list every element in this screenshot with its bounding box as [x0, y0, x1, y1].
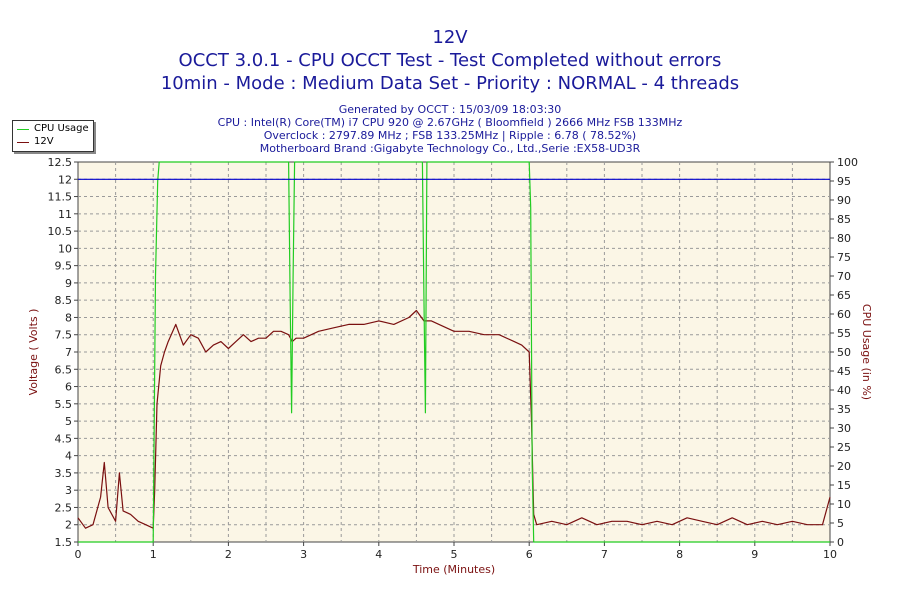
y-right-tick-label: 70 — [837, 270, 851, 283]
y-right-tick-label: 30 — [837, 422, 851, 435]
y-left-tick-label: 2.5 — [55, 501, 73, 514]
series-group — [77, 161, 831, 543]
grid — [78, 162, 830, 542]
y-right-tick-label: 45 — [837, 365, 851, 378]
y-right-tick-label: 80 — [837, 232, 851, 245]
y-left-tick-label: 1.5 — [55, 536, 73, 549]
y-left-tick-label: 6 — [65, 381, 72, 394]
y-left-tick-label: 9.5 — [55, 260, 73, 273]
y-left-tick-label: 11.5 — [48, 191, 73, 204]
x-tick-label: 4 — [375, 548, 382, 561]
info-overclock: Overclock : 2797.89 MHz ; FSB 133.25MHz … — [263, 129, 637, 142]
y-right-tick-label: 0 — [837, 536, 844, 549]
series-12v-line — [77, 309, 831, 529]
info-generated: Generated by OCCT : 15/03/09 18:03:30 — [338, 103, 562, 116]
y-right-tick-label: 5 — [837, 517, 844, 530]
y-left-tick-label: 5.5 — [55, 398, 73, 411]
y-right-tick-label: 90 — [837, 194, 851, 207]
y-axis-left-ticks: 1.5 2 2.5 3 3.5 4 4.5 5 5.5 6 6.5 7 7.5 8 8.5 9 9.5 10 10.… — [48, 156, 78, 549]
info-motherboard: Motherboard Brand :Gigabyte Technology C… — [259, 142, 641, 155]
y-left-tick-label: 10.5 — [48, 225, 73, 238]
x-tick-label: 0 — [75, 548, 82, 561]
y-left-tick-label: 3 — [65, 484, 72, 497]
x-tick-label: 9 — [751, 548, 758, 561]
y-axis-right-ticks: 0 5 10 15 20 25 30 35 40 45 50 55 60 65 70 75 80 85 90 95 10… — [830, 156, 858, 549]
y-right-tick-label: 40 — [837, 384, 851, 397]
y-axis-left-label: Voltage ( Volts ) — [27, 309, 40, 396]
legend-label-12v: 12V — [34, 136, 54, 147]
y-left-tick-label: 6.5 — [55, 363, 73, 376]
y-right-tick-label: 85 — [837, 213, 851, 226]
y-right-tick-label: 95 — [837, 175, 851, 188]
y-left-tick-label: 7.5 — [55, 329, 73, 342]
y-left-tick-label: 8 — [65, 311, 72, 324]
chart-legend: CPU Usage 12V — [12, 120, 94, 152]
y-left-tick-label: 4.5 — [55, 432, 73, 445]
x-tick-label: 1 — [150, 548, 157, 561]
y-right-tick-label: 15 — [837, 479, 851, 492]
y-right-tick-label: 75 — [837, 251, 851, 264]
y-right-tick-label: 65 — [837, 289, 851, 302]
y-left-tick-label: 7 — [65, 346, 72, 359]
y-left-tick-label: 3.5 — [55, 467, 73, 480]
y-right-tick-label: 20 — [837, 460, 851, 473]
y-right-tick-label: 50 — [837, 346, 851, 359]
x-axis-label: Time (Minutes) — [412, 563, 495, 576]
chart-subtitle-mode: 10min - Mode : Medium Data Set - Priorit… — [160, 73, 740, 94]
legend-swatch-12v — [17, 142, 29, 143]
series-cpu-usage-line — [78, 161, 830, 543]
x-axis-ticks: 0 1 2 3 4 5 6 7 8 9 10 — [75, 542, 837, 561]
y-left-tick-label: 2 — [65, 519, 72, 532]
y-axis-right-label: CPU Usage (in %) — [860, 304, 873, 400]
y-right-tick-label: 60 — [837, 308, 851, 321]
y-left-tick-label: 8.5 — [55, 294, 73, 307]
legend-swatch-cpu-usage — [17, 129, 29, 130]
y-left-tick-label: 10 — [58, 242, 72, 255]
x-tick-label: 6 — [526, 548, 533, 561]
y-left-tick-label: 12.5 — [48, 156, 73, 169]
x-tick-label: 10 — [823, 548, 837, 561]
x-tick-label: 2 — [225, 548, 232, 561]
x-tick-label: 3 — [300, 548, 307, 561]
chart-subtitle-test: OCCT 3.0.1 - CPU OCCT Test - Test Comple… — [178, 50, 722, 71]
y-left-tick-label: 4 — [65, 450, 72, 463]
chart-title: 12V — [432, 27, 468, 48]
y-right-tick-label: 10 — [837, 498, 851, 511]
y-right-tick-label: 35 — [837, 403, 851, 416]
info-cpu: CPU : Intel(R) Core(TM) i7 CPU 920 @ 2.6… — [217, 116, 683, 129]
y-right-tick-label: 25 — [837, 441, 851, 454]
x-tick-label: 7 — [601, 548, 608, 561]
y-right-tick-label: 100 — [837, 156, 858, 169]
x-tick-label: 5 — [451, 548, 458, 561]
y-left-tick-label: 5 — [65, 415, 72, 428]
y-left-tick-label: 9 — [65, 277, 72, 290]
y-left-tick-label: 11 — [58, 208, 72, 221]
y-left-tick-label: 12 — [58, 173, 72, 186]
legend-label-cpu-usage: CPU Usage — [34, 123, 89, 134]
x-tick-label: 8 — [676, 548, 683, 561]
y-right-tick-label: 55 — [837, 327, 851, 340]
